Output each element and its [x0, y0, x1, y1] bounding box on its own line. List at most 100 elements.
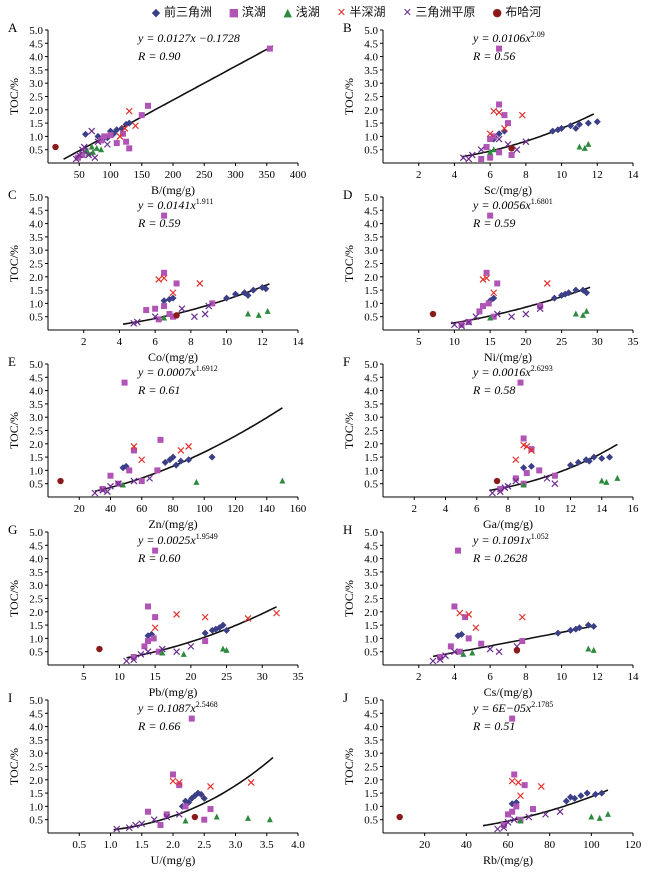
data-point — [158, 645, 166, 653]
circle-marker-icon: ● — [492, 6, 503, 19]
data-point — [200, 794, 208, 802]
x-tick-label: 40 — [461, 839, 473, 851]
data-point — [465, 155, 473, 163]
data-point — [442, 652, 449, 660]
data-point — [247, 779, 255, 786]
x-tick-label: 10 — [114, 671, 126, 683]
data-point — [176, 782, 183, 789]
x-tick-label: 35 — [293, 671, 305, 683]
data-point — [99, 486, 107, 494]
data-point — [205, 302, 213, 310]
data-point — [212, 625, 220, 633]
x-tick-label: 4 — [452, 671, 458, 683]
data-point — [126, 145, 133, 152]
panel-letter: H — [343, 522, 352, 537]
data-point — [554, 126, 562, 134]
data-point — [161, 303, 168, 310]
data-point — [177, 457, 185, 465]
y-tick-label: 0.5 — [364, 815, 378, 827]
data-point — [160, 297, 168, 305]
y-tick-label: 0.5 — [29, 815, 43, 827]
data-point — [170, 771, 176, 778]
data-point — [567, 793, 574, 801]
data-point — [509, 808, 516, 815]
y-tick-label: 5.0 — [29, 192, 43, 204]
data-point — [223, 646, 230, 653]
data-point — [554, 629, 562, 637]
y-axis-label: TOC/% — [342, 580, 356, 617]
data-point — [480, 303, 486, 310]
panel-letter: B — [343, 20, 352, 35]
data-point — [519, 638, 526, 645]
data-point — [576, 143, 583, 150]
y-tick-label: 2.0 — [364, 607, 378, 619]
data-point — [493, 310, 501, 318]
data-point — [244, 291, 252, 299]
y-tick-label: 4.5 — [29, 708, 43, 720]
y-tick-label: 2.0 — [29, 105, 43, 117]
x-tick-label: 300 — [227, 169, 244, 181]
data-point — [75, 151, 83, 159]
fit-r-value: R = 0.2628 — [472, 551, 527, 565]
legend-label: 布哈河 — [505, 5, 542, 19]
x-tick-label: 120 — [227, 503, 244, 515]
data-point — [525, 813, 533, 821]
trend-line — [126, 606, 277, 659]
data-point — [487, 314, 494, 321]
data-point — [500, 822, 507, 829]
data-point — [146, 474, 153, 482]
x-tick-label: 12 — [592, 169, 603, 181]
data-point — [583, 289, 591, 297]
data-point — [244, 615, 252, 622]
y-tick-label: 3.5 — [364, 735, 378, 747]
data-point — [493, 477, 501, 485]
panel-D: D 0.5 1.01.52.02.5 3.03.54.0 4.55.0 5 10 15 20 25… — [342, 187, 639, 364]
x-axis-label: Ni/(mg/g) — [484, 350, 532, 364]
data-point — [175, 810, 183, 818]
data-point — [96, 645, 103, 653]
x-axis-label: U/(mg/g) — [151, 853, 196, 867]
data-point — [458, 321, 465, 328]
data-point — [232, 290, 239, 298]
data-point — [520, 464, 528, 472]
x-tick-label: 4 — [443, 503, 449, 515]
y-tick-label: 5.0 — [364, 25, 378, 37]
x-tick-label: 400 — [290, 169, 307, 181]
y-tick-label: 4.0 — [364, 722, 378, 734]
data-point — [173, 648, 180, 656]
data-point — [590, 646, 597, 653]
x-axis-label: Cs/(mg/g) — [484, 685, 533, 699]
data-point — [517, 817, 524, 824]
y-tick-label: 1.0 — [29, 131, 43, 143]
data-point — [155, 648, 162, 655]
data-point — [583, 789, 591, 797]
fit-equation: y = 0.0106x2.09 — [472, 30, 545, 45]
y-tick-label: 5.0 — [29, 359, 43, 371]
x-tick-label: 8 — [188, 336, 194, 348]
data-point — [497, 486, 504, 493]
data-point — [488, 489, 496, 497]
y-tick-label: 1.0 — [364, 465, 378, 477]
data-point — [469, 649, 476, 656]
data-point — [518, 613, 526, 621]
data-point — [490, 146, 497, 153]
panel-letter: D — [343, 187, 352, 202]
y-tick-label: 2.0 — [364, 272, 378, 284]
data-point — [207, 806, 214, 813]
data-point — [57, 477, 64, 485]
y-tick-label: 1.0 — [364, 801, 378, 813]
y-tick-label: 2.5 — [29, 92, 43, 104]
data-point — [521, 782, 528, 789]
data-point — [155, 276, 163, 283]
x-tick-label: 5 — [81, 671, 87, 683]
data-point — [590, 453, 598, 461]
x-tick-label: 2 — [81, 336, 87, 348]
data-point — [107, 482, 114, 490]
y-tick-label: 3.0 — [29, 748, 43, 760]
y-tick-label: 1.5 — [29, 118, 43, 130]
data-point — [584, 119, 592, 127]
y-tick-label: 0.5 — [364, 647, 378, 659]
x-tick-label: 80 — [544, 839, 556, 851]
data-point — [201, 613, 209, 621]
y-tick-label: 5.0 — [364, 695, 378, 707]
